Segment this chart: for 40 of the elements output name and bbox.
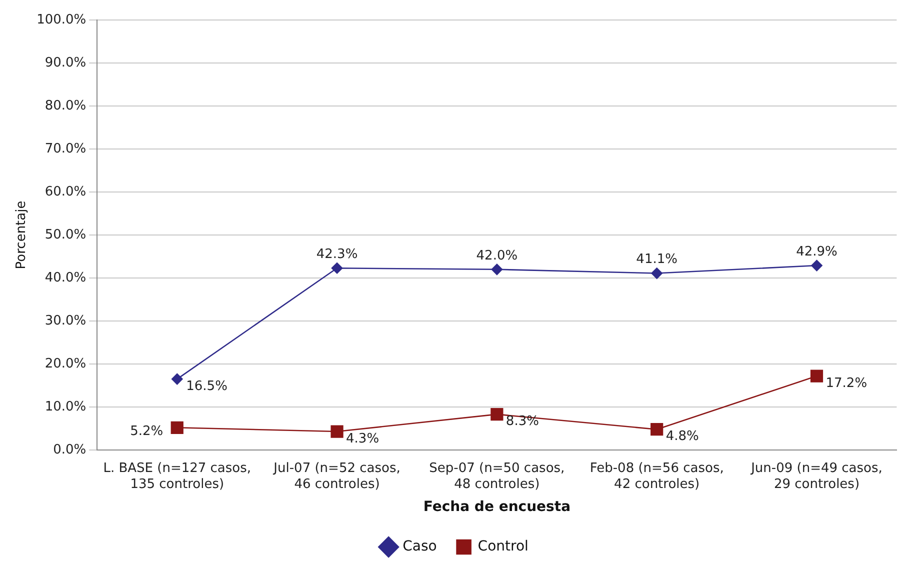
point bbox=[811, 260, 822, 272]
point bbox=[651, 268, 662, 279]
x-tick-label: Jul-07 (n=52 casos, 46 controles) bbox=[272, 461, 400, 492]
y-tick-label: 20.0% bbox=[44, 356, 86, 372]
x-axis-title: Fecha de encuesta bbox=[423, 499, 571, 516]
x-tick-label: L. BASE (n=127 casos, 135 controles) bbox=[103, 461, 252, 492]
legend-label: Control bbox=[478, 538, 528, 555]
point bbox=[810, 370, 824, 382]
point bbox=[330, 425, 344, 438]
y-tick-label: 90.0% bbox=[44, 55, 86, 70]
data-label: 42.3% bbox=[316, 246, 358, 262]
point bbox=[490, 408, 504, 421]
y-tick-label: 0.0% bbox=[53, 442, 86, 458]
data-label: 17.2% bbox=[826, 376, 868, 391]
data-label: 41.1% bbox=[636, 252, 678, 268]
y-tick-label: 70.0% bbox=[44, 141, 86, 156]
data-label: 16.5% bbox=[186, 378, 228, 394]
point bbox=[170, 421, 184, 434]
y-tick-label: 100.0% bbox=[36, 12, 86, 28]
data-label: 8.3% bbox=[506, 414, 539, 430]
data-label: 4.8% bbox=[666, 429, 699, 444]
point bbox=[650, 423, 664, 436]
point bbox=[331, 262, 343, 274]
y-tick-label: 30.0% bbox=[44, 313, 86, 328]
y-tick-label: 40.0% bbox=[44, 270, 86, 286]
y-tick-label: 50.0% bbox=[44, 227, 86, 242]
point bbox=[171, 373, 183, 385]
x-tick-label: Feb-08 (n=56 casos, 42 controles) bbox=[590, 461, 724, 492]
data-label: 5.2% bbox=[130, 424, 164, 440]
y-tick-label: 80.0% bbox=[44, 98, 86, 114]
legend-label: Caso bbox=[402, 538, 437, 555]
data-label: 42.9% bbox=[796, 244, 838, 260]
y-tick-label: 60.0% bbox=[44, 184, 86, 200]
y-axis-title: Porcentaje bbox=[14, 200, 30, 270]
point bbox=[491, 264, 503, 276]
data-label: 42.0% bbox=[476, 248, 518, 264]
x-tick-label: Jun-09 (n=49 casos, 29 controles) bbox=[750, 461, 882, 492]
x-tick-label: Sep-07 (n=50 casos, 48 controles) bbox=[429, 461, 565, 492]
data-label: 4.3% bbox=[346, 431, 380, 446]
y-tick-label: 10.0% bbox=[44, 399, 86, 414]
